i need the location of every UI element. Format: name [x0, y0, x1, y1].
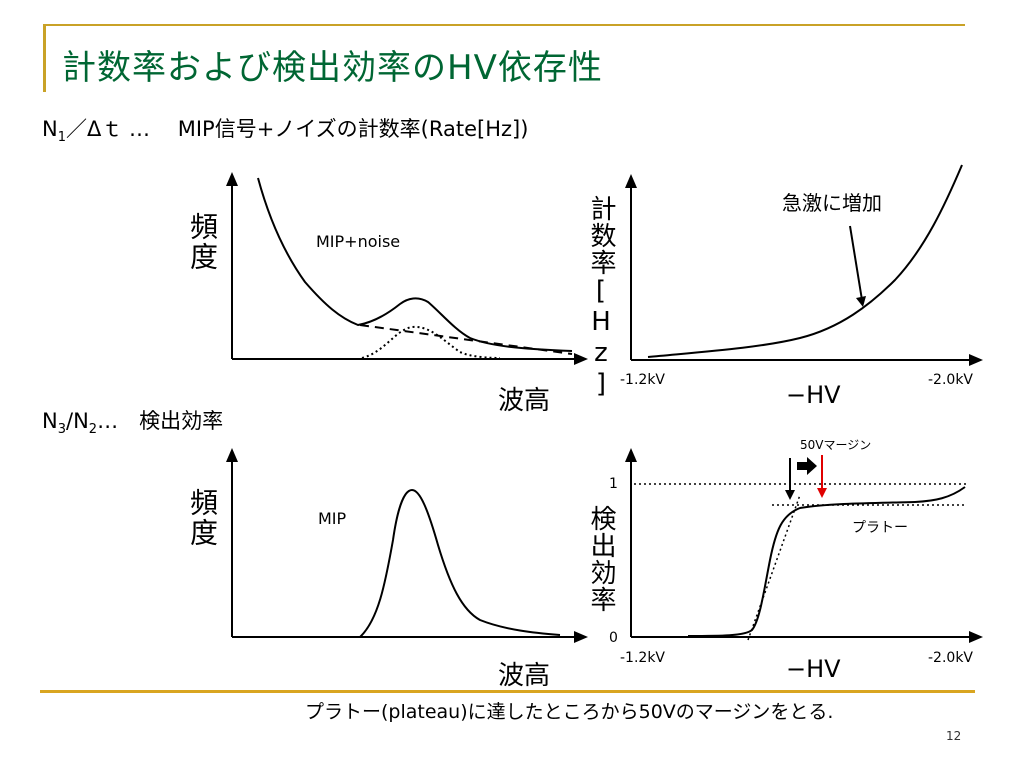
margin-label: 50Vマージン: [800, 438, 872, 452]
efficiency-one-label: 1: [609, 476, 618, 492]
n1-subscript: 1: [57, 130, 66, 146]
rapid-increase-label: 急激に増加: [782, 191, 882, 215]
bottom-right-ylabel: 検出効率: [586, 505, 616, 613]
top-left-ylabel: 頻度: [186, 212, 219, 272]
top-left-axes: [226, 172, 588, 365]
rate-curve: [647, 164, 963, 358]
bottom-right-axes: [625, 448, 983, 643]
y-axis-arrowhead: [226, 172, 238, 186]
rapid-increase-arrowhead: [856, 296, 866, 307]
efficiency-zero-label: 0: [609, 630, 618, 646]
efficiency-curve: [687, 486, 966, 637]
footer-note: プラトー(plateau)に達したところから50Vのマージンをとる.: [305, 701, 834, 723]
top-right-xmax: -2.0kV: [928, 372, 974, 388]
y-axis-arrowhead: [226, 448, 238, 462]
y-axis-arrowhead: [625, 448, 637, 462]
noise-dashed-curve: [359, 324, 573, 355]
page-number: 12: [946, 729, 962, 743]
n1-rest: ／Δｔ … MIP信号+ノイズの計数率(Rate[Hz]): [66, 117, 529, 141]
y-axis-arrowhead: [625, 174, 637, 188]
n1-letter: N: [42, 117, 58, 141]
top-left-xlabel: 波高: [498, 386, 551, 416]
mip-plus-noise-curve: [257, 177, 573, 352]
top-right-xlabel: −HV: [786, 381, 841, 409]
margin-red-arrowhead: [817, 488, 827, 498]
mip-dotted-curve: [361, 325, 501, 359]
tangent-dotted-line: [747, 494, 801, 641]
top-right-xmin: -1.2kV: [620, 372, 666, 388]
margin-shift-arrow-icon: [797, 457, 817, 475]
mip-noise-label: MIP+noise: [316, 232, 401, 251]
plateau-start-arrowhead: [785, 490, 795, 500]
bottom-rule: [40, 690, 975, 693]
bottom-left-axes: [226, 448, 588, 643]
line-n3-n2-description: N3/N2… 検出効率: [42, 405, 223, 437]
x-axis-arrowhead: [969, 354, 983, 366]
top-right-axes: [625, 174, 983, 366]
bottom-left-ylabel: 頻度: [186, 488, 219, 548]
mip-peak-curve: [359, 488, 561, 638]
top-rule: [43, 24, 965, 26]
x-axis-arrowhead: [969, 631, 983, 643]
top-right-ylabel: 計数率[Hz]: [586, 195, 616, 400]
rapid-increase-arrow: [849, 225, 863, 301]
bottom-left-xlabel: 波高: [498, 661, 551, 691]
bottom-right-xlabel: −HV: [786, 655, 841, 683]
bottom-right-xmax: -2.0kV: [928, 650, 974, 666]
n3-subscript: 3: [57, 422, 66, 438]
x-axis-arrowhead: [574, 353, 588, 365]
n2-letter: /N: [66, 409, 89, 433]
bottom-right-xmin: -1.2kV: [620, 650, 666, 666]
x-axis-arrowhead: [574, 631, 588, 643]
plateau-label: プラトー: [852, 520, 908, 536]
n3-n2-rest: … 検出効率: [97, 409, 224, 433]
n3-letter: N: [42, 409, 58, 433]
title-left-rule: [43, 24, 46, 92]
mip-label: MIP: [318, 509, 347, 528]
slide-title: 計数率および検出効率のHV依存性: [62, 48, 603, 88]
n2-subscript: 2: [88, 422, 98, 438]
line-n1-description: N1／Δｔ … MIP信号+ノイズの計数率(Rate[Hz]): [42, 113, 528, 145]
